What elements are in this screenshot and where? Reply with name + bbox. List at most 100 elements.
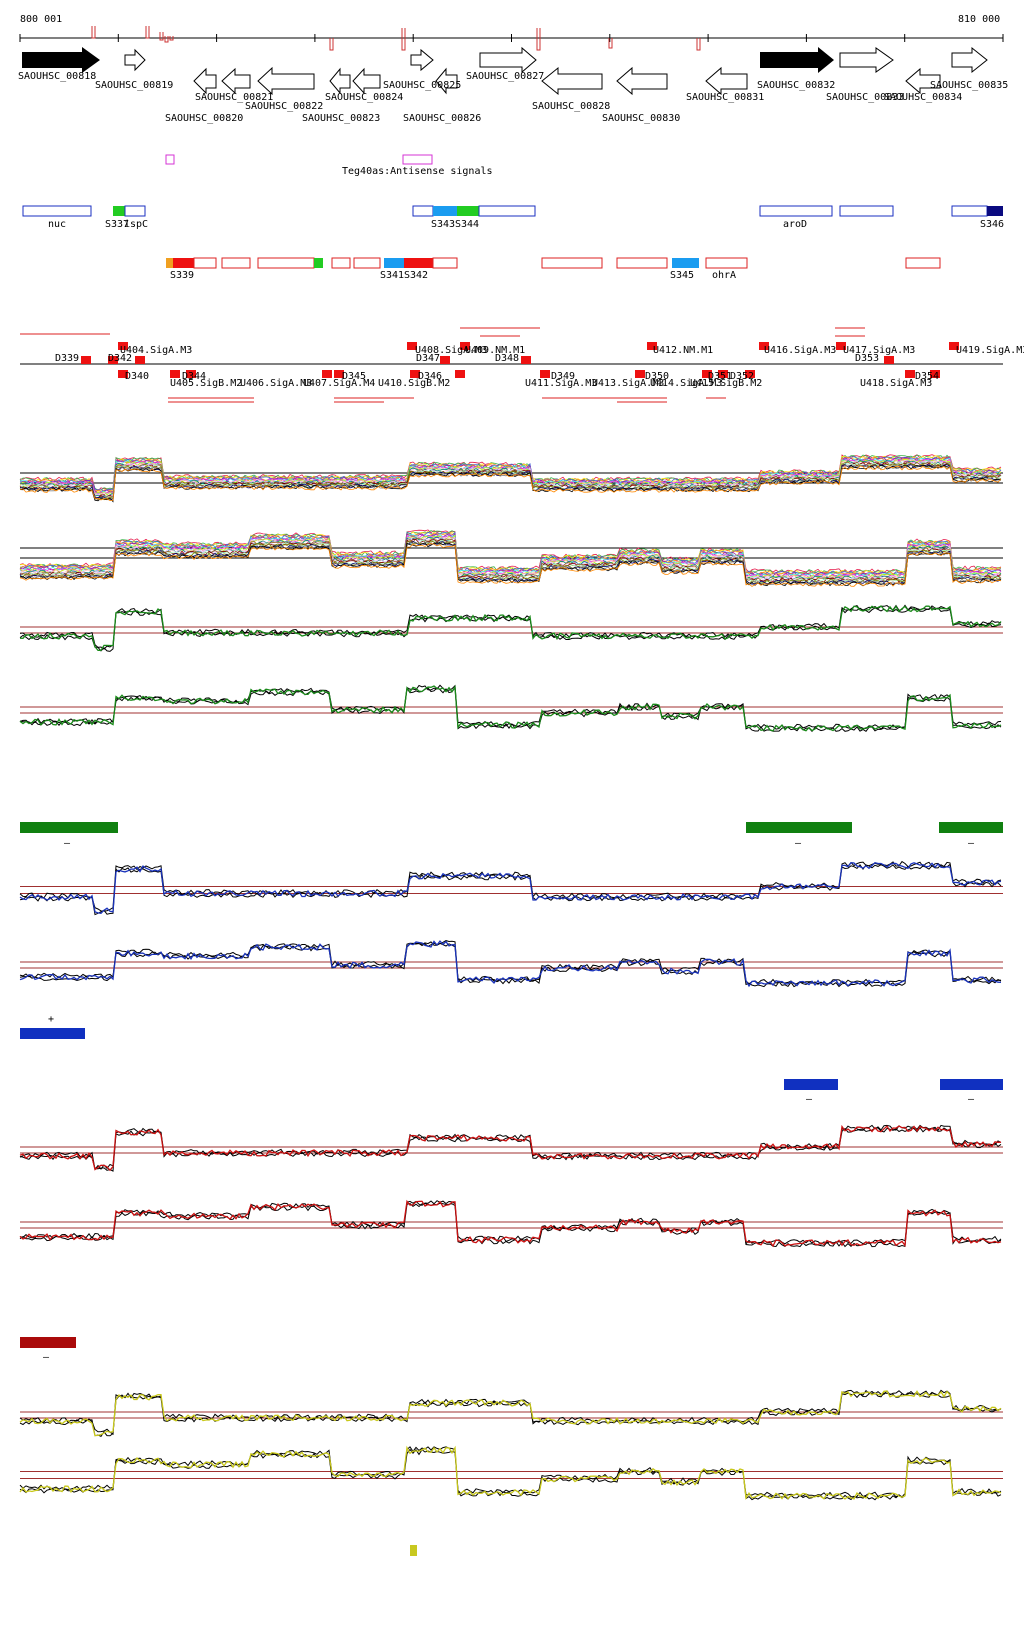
terminator-label[interactable]: D352: [730, 371, 754, 382]
gene-arrow[interactable]: [257, 66, 315, 96]
feature-box[interactable]: [432, 257, 458, 269]
feature-box[interactable]: [905, 257, 941, 269]
terminator-label[interactable]: D354: [915, 371, 939, 382]
gene-label[interactable]: SAOUHSC_00822: [245, 101, 323, 112]
terminator-label[interactable]: D351: [708, 371, 732, 382]
promoter-label[interactable]: U409.NM.M1: [465, 345, 525, 356]
gene-label[interactable]: SAOUHSC_00828: [532, 101, 610, 112]
gene-arrow[interactable]: [479, 46, 537, 74]
feature-box[interactable]: [173, 258, 194, 268]
gene-arrow[interactable]: [541, 66, 603, 96]
promoter-label[interactable]: U419.SigA.M3: [956, 345, 1024, 356]
condition-bar-yellow[interactable]: [410, 1545, 417, 1556]
feature-box[interactable]: [987, 206, 1003, 216]
gene-label[interactable]: SAOUHSC_00821: [195, 92, 273, 103]
feature-box[interactable]: [193, 257, 217, 269]
feature-box[interactable]: [166, 258, 173, 268]
condition-bar-green[interactable]: [939, 822, 1003, 833]
gene-label[interactable]: SAOUHSC_00832: [757, 80, 835, 91]
promoter-label[interactable]: U405.SigB.M2: [170, 378, 242, 389]
feature-box[interactable]: [672, 258, 699, 268]
terminator-label[interactable]: D346: [418, 371, 442, 382]
gene-arrow[interactable]: [705, 66, 748, 96]
condition-bar-green[interactable]: [746, 822, 852, 833]
terminator-label[interactable]: D345: [342, 371, 366, 382]
gene-arrow[interactable]: [352, 67, 381, 95]
feature-box[interactable]: [331, 257, 351, 269]
gene-label[interactable]: SAOUHSC_00827: [466, 71, 544, 82]
feature-box[interactable]: [221, 257, 251, 269]
terminator-label[interactable]: D339: [55, 353, 79, 364]
promoter-label[interactable]: U416.SigA.M3: [764, 345, 836, 356]
promoter-label[interactable]: U404.SigA.M3: [120, 345, 192, 356]
feature-box[interactable]: [124, 205, 146, 217]
promoter-label[interactable]: U414.SigA.M3: [650, 378, 722, 389]
gene-arrow[interactable]: [951, 46, 988, 74]
feature-box[interactable]: [353, 257, 381, 269]
feature-box[interactable]: [433, 206, 457, 216]
gene-arrow[interactable]: [329, 67, 351, 95]
promoter-label[interactable]: U418.SigA.M3: [860, 378, 932, 389]
gene-label[interactable]: SAOUHSC_00823: [302, 113, 380, 124]
gene-label[interactable]: SAOUHSC_00824: [325, 92, 403, 103]
gene-arrow[interactable]: [435, 67, 458, 95]
gene-arrow[interactable]: [616, 66, 668, 96]
promoter-label[interactable]: U410.SigB.M2: [378, 378, 450, 389]
gene-label[interactable]: SAOUHSC_00831: [686, 92, 764, 103]
feature-box[interactable]: [951, 205, 988, 217]
promoter-label[interactable]: U407.SigA.M4: [303, 378, 375, 389]
antisense-feature[interactable]: [402, 154, 433, 165]
feature-box[interactable]: [839, 205, 894, 217]
gene-arrow[interactable]: [410, 48, 434, 72]
promoter-label[interactable]: U417.SigA.M3: [843, 345, 915, 356]
feature-box[interactable]: [541, 257, 603, 269]
promoter-label[interactable]: U412.NM.M1: [653, 345, 713, 356]
terminator-label[interactable]: D340: [125, 371, 149, 382]
terminator-label[interactable]: D353: [855, 353, 879, 364]
feature-box[interactable]: [384, 258, 404, 268]
gene-label[interactable]: SAOUHSC_00834: [884, 92, 962, 103]
terminator-label[interactable]: D347: [416, 353, 440, 364]
promoter-label[interactable]: U415.SigB.M2: [690, 378, 762, 389]
gene-label[interactable]: SAOUHSC_00833: [826, 92, 904, 103]
feature-box[interactable]: [616, 257, 668, 269]
gene-arrow[interactable]: [905, 67, 941, 95]
gene-arrow[interactable]: [760, 47, 834, 73]
terminator-label[interactable]: D344: [182, 371, 206, 382]
terminator-label[interactable]: D350: [645, 371, 669, 382]
feature-box[interactable]: [257, 257, 315, 269]
feature-box[interactable]: [113, 206, 125, 216]
terminator-label[interactable]: D348: [495, 353, 519, 364]
terminator-label[interactable]: D342: [108, 353, 132, 364]
gene-arrow[interactable]: [221, 67, 251, 95]
promoter-label[interactable]: U413.SigA.M3: [592, 378, 664, 389]
gene-label[interactable]: SAOUHSC_00826: [403, 113, 481, 124]
gene-label[interactable]: SAOUHSC_00830: [602, 113, 680, 124]
gene-label[interactable]: SAOUHSC_00818: [18, 71, 96, 82]
feature-box[interactable]: [412, 205, 434, 217]
feature-box[interactable]: [478, 205, 536, 217]
condition-bar-green[interactable]: [20, 822, 118, 833]
feature-box[interactable]: [705, 257, 748, 269]
feature-box[interactable]: [22, 205, 92, 217]
gene-label[interactable]: SAOUHSC_00820: [165, 113, 243, 124]
terminator-label[interactable]: D349: [551, 371, 575, 382]
feature-box[interactable]: [404, 258, 433, 268]
gene-label[interactable]: SAOUHSC_00835: [930, 80, 1008, 91]
gene-arrow[interactable]: [124, 48, 146, 72]
condition-bar-blue[interactable]: [20, 1028, 85, 1039]
feature-box[interactable]: [759, 205, 833, 217]
gene-label[interactable]: SAOUHSC_00825: [383, 80, 461, 91]
condition-bar-blue[interactable]: [940, 1079, 1003, 1090]
promoter-label[interactable]: U406.SigA.M3: [240, 378, 312, 389]
gene-arrow[interactable]: [22, 47, 100, 73]
promoter-label[interactable]: U408.SigA.M3: [415, 345, 487, 356]
promoter-label[interactable]: U411.SigA.M3: [525, 378, 597, 389]
condition-bar-red[interactable]: [20, 1337, 76, 1348]
gene-arrow[interactable]: [839, 47, 894, 73]
gene-arrow[interactable]: [193, 67, 217, 95]
feature-box[interactable]: [457, 206, 479, 216]
gene-label[interactable]: SAOUHSC_00819: [95, 80, 173, 91]
condition-bar-blue[interactable]: [784, 1079, 838, 1090]
antisense-feature[interactable]: [165, 154, 175, 165]
